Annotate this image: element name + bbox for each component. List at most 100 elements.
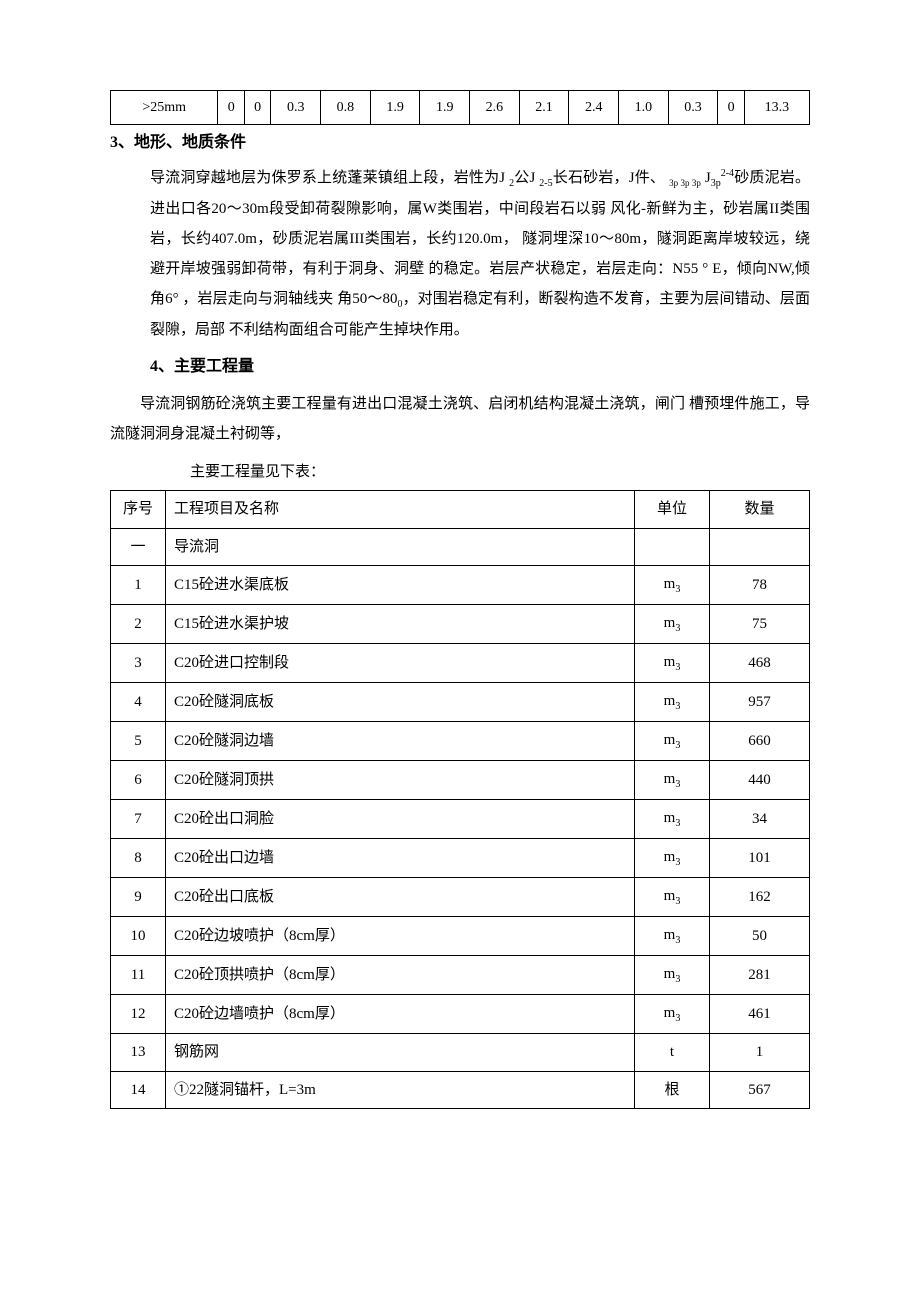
table-row: 3C20砼进口控制段m3468	[111, 644, 810, 683]
cell-unit: m3	[635, 800, 710, 839]
table-row: 1C15砼进水渠底板m378	[111, 566, 810, 605]
cell: 1.9	[370, 91, 420, 125]
table2-caption: 主要工程量见下表：	[110, 459, 810, 486]
cell-qty: 281	[710, 956, 810, 995]
section-3-title: 3、地形、地质条件	[110, 131, 810, 155]
cell-name: C20砼进口控制段	[166, 644, 635, 683]
cell: 1.9	[420, 91, 470, 125]
table-row: 12C20砼边墙喷护（8cm厚）m3461	[111, 995, 810, 1034]
table-row: 4C20砼隧洞底板m3957	[111, 683, 810, 722]
header-qty: 数量	[710, 491, 810, 529]
cell-unit	[635, 528, 710, 566]
cell-name: 导流洞	[166, 528, 635, 566]
cell-unit: m3	[635, 878, 710, 917]
cell-unit: 根	[635, 1071, 710, 1109]
cell-qty	[710, 528, 810, 566]
section-4-paragraph: 导流洞钢筋砼浇筑主要工程量有进出口混凝土浇筑、启闭机结构混凝土浇筑，闸门 槽预埋…	[110, 389, 810, 449]
cell-unit: m3	[635, 683, 710, 722]
cell-name: C20砼顶拱喷护（8cm厚）	[166, 956, 635, 995]
cell-seq: 8	[111, 839, 166, 878]
cell-seq: 6	[111, 761, 166, 800]
cell-unit: m3	[635, 644, 710, 683]
section-4-title: 4、主要工程量	[110, 355, 810, 379]
cell-name: C20砼边墙喷护（8cm厚）	[166, 995, 635, 1034]
cell-name: 钢筋网	[166, 1034, 635, 1072]
cell-seq: 10	[111, 917, 166, 956]
cell: 0.8	[321, 91, 371, 125]
table-row: 13钢筋网t1	[111, 1034, 810, 1072]
cell-name: C20砼隧洞底板	[166, 683, 635, 722]
cell: 0	[218, 91, 244, 125]
cell: 2.4	[569, 91, 619, 125]
cell-unit: m3	[635, 761, 710, 800]
header-unit: 单位	[635, 491, 710, 529]
table-row: 14①22隧洞锚杆，L=3m根567	[111, 1071, 810, 1109]
cell-name: ①22隧洞锚杆，L=3m	[166, 1071, 635, 1109]
cell: 2.6	[470, 91, 520, 125]
cell-qty: 567	[710, 1071, 810, 1109]
cell-unit: m3	[635, 956, 710, 995]
cell-seq: 7	[111, 800, 166, 839]
cell-unit: m3	[635, 566, 710, 605]
table-header-row: 序号 工程项目及名称 单位 数量	[111, 491, 810, 529]
cell-name: C20砼隧洞顶拱	[166, 761, 635, 800]
cell-unit: m3	[635, 995, 710, 1034]
section-3-paragraph: 导流洞穿越地层为侏罗系上统蓬莱镇组上段，岩性为J 2公J 2-5长石砂岩，J件、…	[110, 163, 810, 345]
cell-unit: m3	[635, 722, 710, 761]
data-row-table: >25mm 0 0 0.3 0.8 1.9 1.9 2.6 2.1 2.4 1.…	[110, 90, 810, 125]
cell-qty: 75	[710, 605, 810, 644]
cell: 2.1	[519, 91, 569, 125]
cell-qty: 440	[710, 761, 810, 800]
cell: 1.0	[619, 91, 669, 125]
cell-qty: 34	[710, 800, 810, 839]
cell: 0.3	[271, 91, 321, 125]
cell-qty: 957	[710, 683, 810, 722]
cell-seq: 5	[111, 722, 166, 761]
table-row: 8C20砼出口边墙m3101	[111, 839, 810, 878]
cell-seq: 一	[111, 528, 166, 566]
cell-name: C20砼出口洞脸	[166, 800, 635, 839]
cell-qty: 101	[710, 839, 810, 878]
table-row: 5C20砼隧洞边墙m3660	[111, 722, 810, 761]
table-row: 一导流洞	[111, 528, 810, 566]
table-row: 9C20砼出口底板m3162	[111, 878, 810, 917]
header-seq: 序号	[111, 491, 166, 529]
quantity-table: 序号 工程项目及名称 单位 数量 一导流洞1C15砼进水渠底板m3782C15砼…	[110, 490, 810, 1109]
table-row: >25mm 0 0 0.3 0.8 1.9 1.9 2.6 2.1 2.4 1.…	[111, 91, 810, 125]
cell-qty: 660	[710, 722, 810, 761]
cell: 0	[244, 91, 270, 125]
cell-qty: 1	[710, 1034, 810, 1072]
table-row: 10C20砼边坡喷护（8cm厚）m350	[111, 917, 810, 956]
cell-seq: 2	[111, 605, 166, 644]
cell-name: C20砼出口边墙	[166, 839, 635, 878]
header-name: 工程项目及名称	[166, 491, 635, 529]
cell-seq: 14	[111, 1071, 166, 1109]
cell-unit: m3	[635, 917, 710, 956]
cell-qty: 50	[710, 917, 810, 956]
cell-seq: 1	[111, 566, 166, 605]
cell-seq: 13	[111, 1034, 166, 1072]
cell-unit: m3	[635, 839, 710, 878]
cell-name: C20砼边坡喷护（8cm厚）	[166, 917, 635, 956]
cell-name: C15砼进水渠护坡	[166, 605, 635, 644]
cell-name: C20砼隧洞边墙	[166, 722, 635, 761]
cell-seq: 4	[111, 683, 166, 722]
cell-name: C15砼进水渠底板	[166, 566, 635, 605]
cell: >25mm	[111, 91, 218, 125]
table-row: 11C20砼顶拱喷护（8cm厚）m3281	[111, 956, 810, 995]
cell: 0.3	[668, 91, 718, 125]
cell: 0	[718, 91, 744, 125]
cell-name: C20砼出口底板	[166, 878, 635, 917]
cell-qty: 468	[710, 644, 810, 683]
cell-qty: 461	[710, 995, 810, 1034]
cell-seq: 3	[111, 644, 166, 683]
cell: 13.3	[744, 91, 809, 125]
table-row: 7C20砼出口洞脸m334	[111, 800, 810, 839]
cell-unit: t	[635, 1034, 710, 1072]
cell-seq: 9	[111, 878, 166, 917]
cell-qty: 78	[710, 566, 810, 605]
cell-seq: 11	[111, 956, 166, 995]
table-row: 6C20砼隧洞顶拱m3440	[111, 761, 810, 800]
cell-seq: 12	[111, 995, 166, 1034]
cell-qty: 162	[710, 878, 810, 917]
